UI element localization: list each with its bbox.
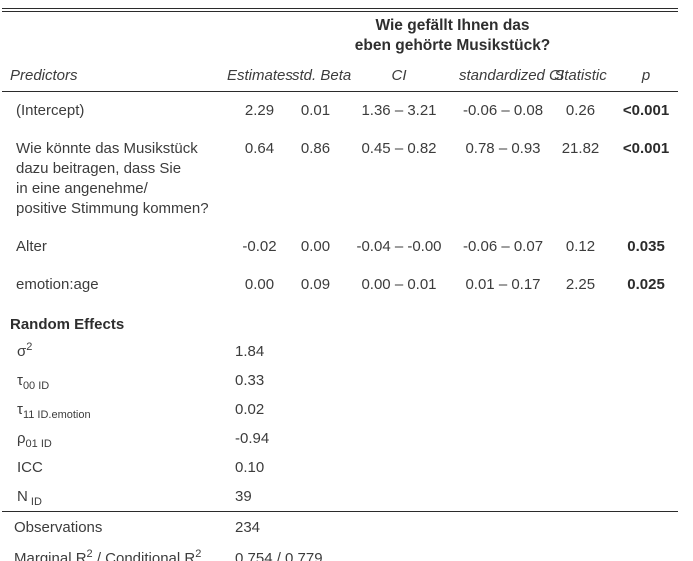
standardized-ci-value: -0.06 – 0.07 [462, 238, 544, 255]
random-effect-row-n-id: N ID 39 [2, 482, 678, 512]
std-beta-value: 0.86 [300, 140, 331, 157]
random-effect-symbol: N ID [2, 482, 227, 512]
observations-label: Observations [2, 511, 227, 543]
p-value: 0.025 [627, 276, 665, 293]
r2-label: Marginal R2 / Conditional R2 [2, 543, 227, 561]
random-effect-row-sigma2: σ2 1.84 [2, 337, 678, 366]
random-effect-symbol: τ11 ID.emotion [2, 395, 227, 424]
statistic-value: 21.82 [561, 140, 600, 157]
statistic-value: 0.26 [565, 102, 596, 119]
column-header-ci: CI [339, 62, 459, 92]
symbol-base: N [17, 488, 28, 505]
random-effect-value: 0.10 [235, 459, 265, 476]
random-effect-symbol: σ2 [2, 337, 227, 366]
symbol-base: τ [17, 401, 23, 418]
standardized-ci-value: -0.06 – 0.08 [462, 102, 544, 119]
estimate-value: -0.02 [242, 238, 277, 255]
title-row: Wie gefällt Ihnen das eben gehörte Musik… [2, 10, 678, 62]
random-effects-section-row: Random Effects [2, 304, 678, 337]
r2-row: Marginal R2 / Conditional R2 0.754 / 0.7… [2, 543, 678, 561]
std-beta-value: 0.01 [300, 102, 331, 119]
predictor-label: Alter [16, 238, 47, 255]
symbol-base: τ [17, 372, 23, 389]
observations-row: Observations 234 [2, 511, 679, 543]
column-header-predictors: Predictors [2, 62, 227, 92]
symbol-base: ICC [17, 459, 43, 476]
random-effect-value: 1.84 [235, 343, 265, 360]
p-value: <0.001 [622, 102, 670, 119]
standardized-ci-value: 0.78 – 0.93 [465, 140, 541, 157]
r2-label-mid: / Conditional R [92, 550, 196, 561]
statistic-value: 2.25 [565, 276, 596, 293]
random-effect-row-rho01: ρ01 ID -0.94 [2, 424, 678, 453]
column-header-row: Predictors Estimates std. Beta CI standa… [2, 62, 679, 92]
dependent-variable-title: Wie gefällt Ihnen das eben gehörte Musik… [354, 17, 551, 54]
random-effect-symbol: ρ01 ID [2, 424, 227, 453]
predictor-label: emotion:age [16, 276, 99, 293]
regression-results-table: Wie gefällt Ihnen das eben gehörte Musik… [2, 8, 679, 561]
fixed-effect-row-alter: Alter -0.02 0.00 -0.04 – -0.00 -0.06 – 0… [2, 228, 678, 266]
column-header-p: p [614, 62, 679, 92]
observations-value: 234 [227, 511, 679, 543]
ci-value: 1.36 – 3.21 [361, 102, 437, 119]
column-header-statistic: Statistic [547, 62, 614, 92]
r2-label-pre: Marginal R [14, 550, 87, 561]
predictor-label: (Intercept) [16, 102, 85, 119]
symbol-base: ρ [17, 430, 26, 447]
symbol-base: σ [17, 343, 27, 360]
std-beta-value: 0.00 [300, 238, 331, 255]
p-value: 0.035 [627, 238, 665, 255]
fixed-effect-row-emotion-age: emotion:age 0.00 0.09 0.00 – 0.01 0.01 –… [2, 266, 678, 304]
estimate-value: 0.64 [244, 140, 275, 157]
symbol-sup: 2 [26, 341, 33, 353]
random-effect-value: -0.94 [235, 430, 270, 447]
ci-value: -0.04 – -0.00 [356, 238, 442, 255]
r2-superscript: 2 [86, 548, 93, 560]
random-effect-value: 39 [235, 488, 252, 505]
predictor-label: Wie könnte das Musikstück dazu beitragen… [16, 140, 209, 217]
r2-value: 0.754 / 0.779 [235, 550, 323, 561]
std-beta-value: 0.09 [300, 276, 331, 293]
random-effect-row-tau11: τ11 ID.emotion 0.02 [2, 395, 678, 424]
random-effect-symbol: ICC [2, 453, 227, 482]
statistic-value: 0.12 [565, 238, 596, 255]
fixed-effect-row-emotion: Wie könnte das Musikstück dazu beitragen… [2, 130, 678, 228]
estimate-value: 0.00 [244, 276, 275, 293]
random-effect-value: 0.33 [235, 372, 265, 389]
ci-value: 0.00 – 0.01 [361, 276, 437, 293]
standardized-ci-value: 0.01 – 0.17 [465, 276, 541, 293]
column-header-standardized-ci: standardized CI [459, 62, 564, 92]
symbol-sub: 11 ID.emotion [22, 409, 91, 421]
random-effect-row-icc: ICC 0.10 [2, 453, 678, 482]
estimate-value: 2.29 [244, 102, 275, 119]
title-spacer [2, 10, 227, 62]
column-header-std-beta: std. Beta [292, 62, 351, 92]
symbol-sub: 01 ID [25, 438, 52, 450]
p-value: <0.001 [622, 140, 670, 157]
ci-value: 0.45 – 0.82 [361, 140, 437, 157]
random-effect-value: 0.02 [235, 401, 265, 418]
random-effect-row-tau00: τ00 ID 0.33 [2, 366, 678, 395]
r2-superscript: 2 [195, 548, 202, 560]
column-header-estimates: Estimates [227, 62, 293, 92]
symbol-sub: 00 ID [22, 380, 50, 392]
random-effects-heading: Random Effects [10, 316, 125, 333]
symbol-sub: ID [27, 496, 42, 508]
random-effect-symbol: τ00 ID [2, 366, 227, 395]
fixed-effect-row-intercept: (Intercept) 2.29 0.01 1.36 – 3.21 -0.06 … [2, 92, 678, 131]
